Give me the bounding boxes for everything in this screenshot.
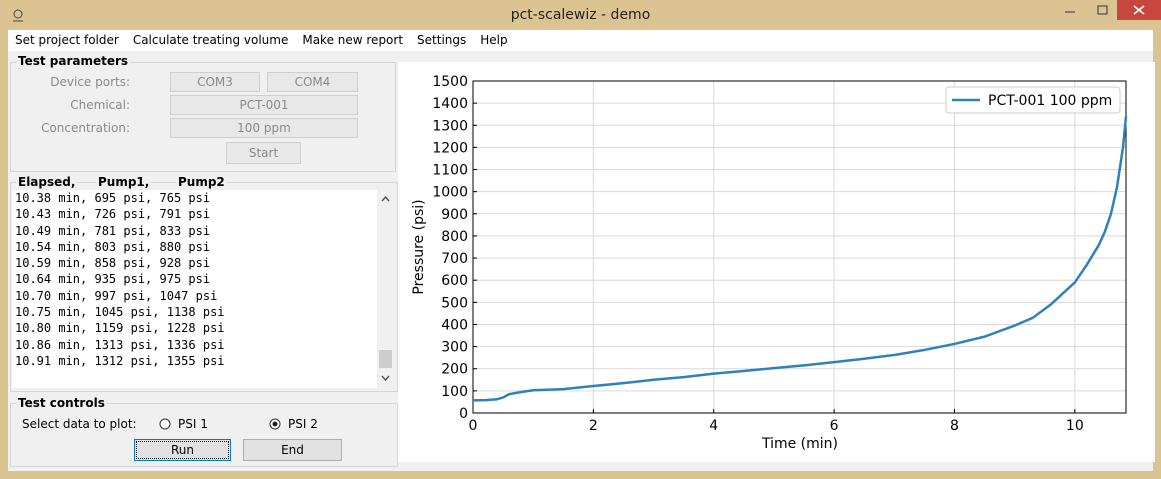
test-controls-group: [10, 403, 398, 467]
y-tick-label: 600: [441, 273, 468, 289]
plot-frame: [472, 80, 1127, 414]
radio[interactable]: [269, 418, 281, 430]
log-line: 10.64 min, 935 psi, 975 psi: [15, 272, 211, 287]
port-field: COM3: [170, 72, 260, 92]
menu-bar: Set project folder Calculate treating vol…: [8, 30, 1153, 51]
log-line: 10.75 min, 1045 psi, 1138 psi: [15, 305, 225, 320]
window-title: pct-scalewiz - demo: [510, 7, 651, 23]
log-header: Pump2: [176, 175, 227, 189]
log-line: 10.91 min, 1312 psi, 1355 psi: [15, 353, 225, 368]
y-tick-label: 900: [441, 207, 468, 223]
x-tick-label: 4: [709, 418, 718, 434]
concentration-field: 100 ppm: [170, 118, 358, 138]
menu-item[interactable]: Help: [480, 33, 508, 47]
radio-dot: [272, 421, 278, 427]
radio-label[interactable]: PSI 1: [178, 417, 208, 431]
menu-item[interactable]: Set project folder: [15, 33, 119, 47]
y-tick-label: 1300: [432, 118, 468, 134]
menu-item[interactable]: Make new report: [302, 33, 404, 47]
x-tick-label: 6: [830, 418, 839, 434]
start-button: Start: [226, 142, 301, 164]
y-tick-label: 200: [441, 362, 468, 378]
radio[interactable]: [159, 418, 171, 430]
run-button[interactable]: Run: [134, 439, 231, 461]
x-tick-label: 0: [469, 418, 478, 434]
menu-item[interactable]: Calculate treating volume: [132, 33, 289, 47]
log-line: 10.80 min, 1159 psi, 1228 psi: [15, 321, 225, 336]
log-line: 10.49 min, 781 psi, 833 psi: [15, 223, 211, 238]
x-tick-label: 2: [589, 418, 598, 434]
log-line: 10.70 min, 997 psi, 1047 psi: [15, 288, 218, 303]
y-tick-label: 800: [441, 229, 468, 245]
y-tick-label: 0: [459, 406, 468, 422]
group-title: Test parameters: [16, 54, 131, 68]
chemical-field: PCT-001: [170, 95, 358, 115]
title-bar: pct-scalewiz - demo: [0, 0, 1161, 30]
data-line: [472, 116, 1128, 402]
y-tick-label: 400: [441, 317, 468, 333]
y-tick-label: 1400: [432, 96, 468, 112]
label: Select data to plot:: [22, 417, 137, 431]
log-line: 10.59 min, 858 psi, 928 psi: [15, 256, 211, 271]
log-header: Pump1,: [96, 175, 152, 189]
y-tick-label: 100: [441, 384, 468, 400]
y-tick-label: 700: [441, 251, 468, 267]
log-line: 10.86 min, 1313 psi, 1336 psi: [15, 337, 225, 352]
port-field: COM4: [267, 72, 358, 92]
y-tick-label: 1200: [432, 140, 468, 156]
label: Concentration:: [41, 121, 130, 135]
legend-box: [945, 86, 1121, 114]
group-title: Test controls: [16, 396, 107, 410]
chart: Time (min) Pressure (psi) 01002003004005…: [398, 62, 1155, 462]
app-icon: [13, 9, 23, 22]
y-axis-label: Pressure (psi): [411, 199, 427, 294]
end-button[interactable]: End: [243, 439, 342, 461]
x-tick-label: 10: [1066, 418, 1084, 434]
y-tick-label: 300: [441, 340, 468, 356]
x-axis-label: Time (min): [761, 436, 838, 452]
label: Chemical:: [70, 98, 130, 112]
y-tick-label: 500: [441, 295, 468, 311]
y-tick-label: 1500: [432, 74, 468, 90]
log-line: 10.43 min, 726 psi, 791 psi: [15, 207, 211, 222]
legend-label: PCT-001 100 ppm: [988, 93, 1112, 109]
log-line: 10.54 min, 803 psi, 880 psi: [15, 239, 211, 254]
log-header: Elapsed,: [16, 175, 78, 189]
x-tick-label: 8: [950, 418, 959, 434]
window-controls[interactable]: [1055, 0, 1161, 22]
radio-label[interactable]: PSI 2: [288, 417, 318, 431]
menu-item[interactable]: Settings: [417, 33, 467, 47]
test-parameters-group: [10, 62, 396, 172]
log-line: 10.38 min, 695 psi, 765 psi: [15, 191, 211, 205]
y-tick-label: 1100: [432, 163, 468, 179]
scrollbar[interactable]: [377, 190, 394, 388]
log-text: 10.38 min, 695 psi, 765 psi 10.43 min, 72…: [12, 190, 377, 388]
label: Device ports:: [50, 75, 130, 89]
y-tick-label: 1000: [432, 185, 468, 201]
